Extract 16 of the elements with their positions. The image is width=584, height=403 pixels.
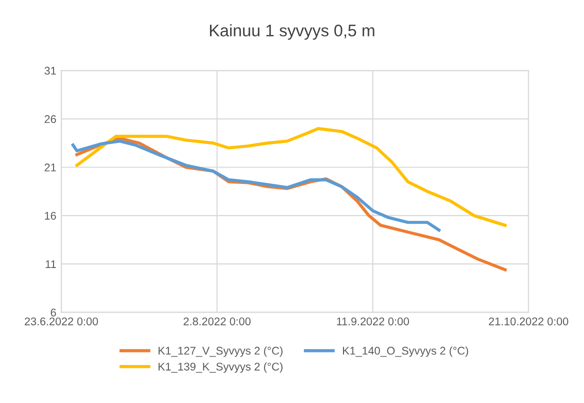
x-tick-label: 11.9.2022 0:00	[336, 317, 410, 326]
y-tick-label: 21	[44, 164, 56, 172]
legend-label: K1_140_O_Syvyys 2 (°C)	[342, 346, 468, 357]
chart-title: Kainuu 1 syvyys 0,5 m	[210, 24, 374, 40]
y-tick-label: 31	[44, 66, 56, 75]
y-tick-label: 26	[44, 115, 56, 124]
y-tick-label: 16	[44, 212, 56, 220]
line-series	[71, 140, 441, 232]
y-tick-label: 6	[50, 308, 56, 316]
y-tick-label: 11	[46, 260, 56, 268]
x-tick-label: 23.6.2022 0:00	[24, 317, 98, 326]
legend-label: K1_127_V_Syvyys 2 (°C)	[158, 346, 283, 357]
x-tick-label: 2.8.2022 0:00	[184, 317, 251, 326]
legend-label: K1_139_K_Syvyys 2 (°C)	[158, 362, 283, 373]
x-tick-label: 21.10.2022 0:00	[488, 317, 568, 326]
line-series	[75, 127, 507, 227]
